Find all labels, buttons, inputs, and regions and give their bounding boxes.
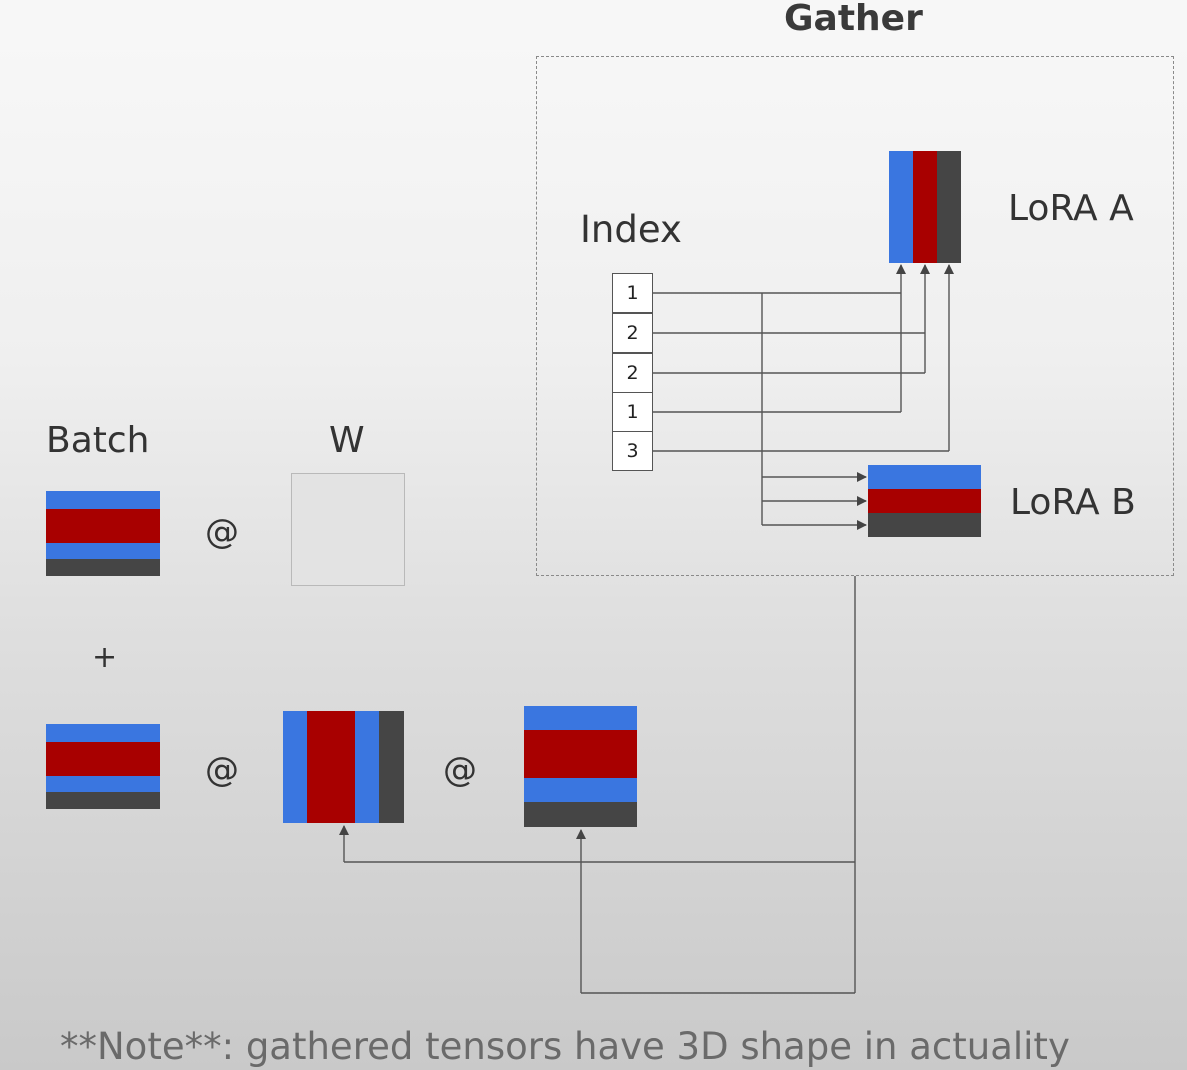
gathered-b-row-blue xyxy=(524,706,637,730)
batch-row-blue xyxy=(46,491,160,509)
index-cell: 2 xyxy=(612,313,653,353)
matmul-operator: @ xyxy=(443,750,477,790)
gather-title: Gather xyxy=(784,0,923,39)
batch-row-red xyxy=(46,759,160,776)
batch-row-blue xyxy=(46,776,160,792)
gathered-b-row-red xyxy=(524,730,637,754)
note-text: **Note**: gathered tensors have 3D shape… xyxy=(60,1025,1070,1068)
weight-matrix xyxy=(291,473,405,586)
batch-row-red xyxy=(46,509,160,526)
matmul-operator: @ xyxy=(205,512,239,552)
batch-row-blue xyxy=(46,543,160,559)
gathered-a-column-red xyxy=(307,711,331,823)
lora-b-row-red xyxy=(868,489,981,513)
index-cell: 1 xyxy=(612,273,653,313)
gathered-b-row-blue xyxy=(524,778,637,802)
index-cell: 3 xyxy=(612,431,653,471)
gathered-b-row-dark xyxy=(524,802,637,827)
plus-operator: + xyxy=(92,640,118,675)
lora-b-row-blue xyxy=(868,465,981,489)
lora-a-column-dark xyxy=(937,151,961,263)
index-label: Index xyxy=(580,208,682,251)
gathered-a-column-red xyxy=(331,711,355,823)
batch-row-blue xyxy=(46,724,160,742)
gather-region xyxy=(536,56,1174,576)
lora-a-label: LoRA A xyxy=(1008,188,1134,229)
gathered-a-column-blue xyxy=(355,711,379,823)
lora-b-row-dark xyxy=(868,513,981,537)
batch-row-dark xyxy=(46,559,160,576)
batch-row-red xyxy=(46,526,160,543)
gathered-a-column-dark xyxy=(379,711,404,823)
weight-label: W xyxy=(329,420,365,461)
lora-b-label: LoRA B xyxy=(1010,482,1136,523)
matmul-operator: @ xyxy=(205,750,239,790)
batch-row-red xyxy=(46,742,160,759)
gathered-a-column-blue xyxy=(283,711,307,823)
batch-row-dark xyxy=(46,792,160,809)
gathered-b-row-red xyxy=(524,754,637,778)
lora-a-column-blue xyxy=(889,151,913,263)
index-cell: 1 xyxy=(612,392,653,432)
lora-a-column-red xyxy=(913,151,937,263)
batch-label: Batch xyxy=(46,420,150,461)
